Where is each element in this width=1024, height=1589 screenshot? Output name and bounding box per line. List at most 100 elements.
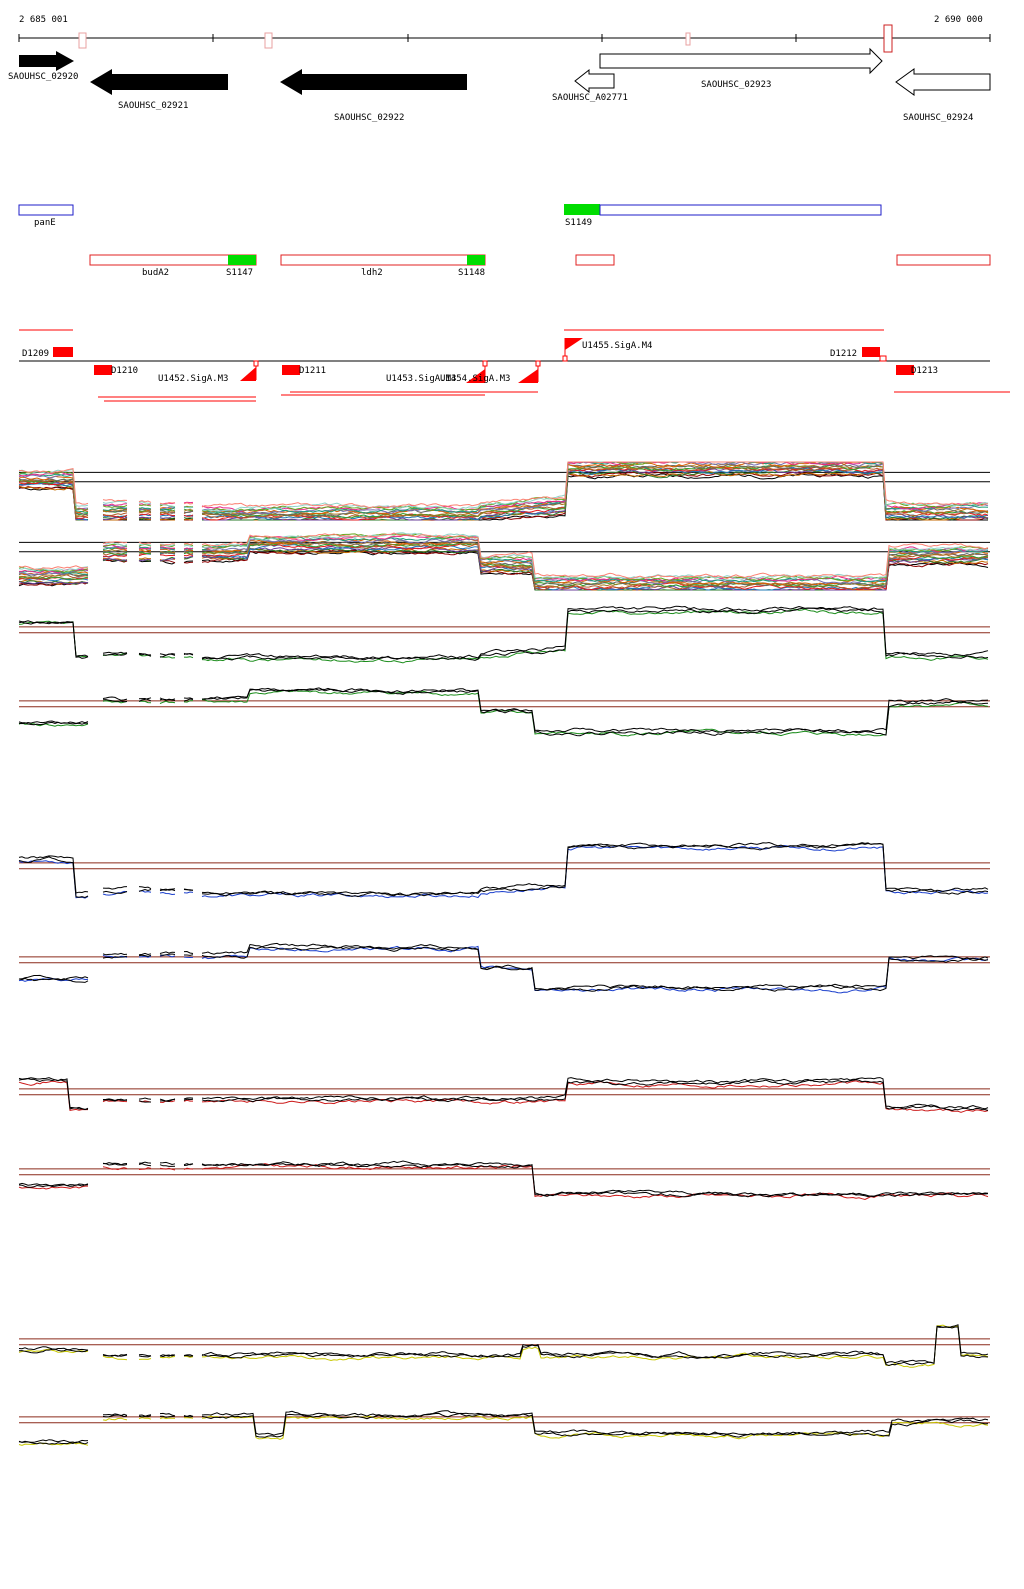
gene-label: SAOUHSC_02923: [701, 80, 771, 90]
gene-SAOUHSC_02922[interactable]: SAOUHSC_02922: [280, 69, 467, 123]
region-panE[interactable]: panE: [18, 204, 74, 228]
terminator-block[interactable]: [53, 347, 73, 357]
expression-series-line: [18, 688, 989, 737]
region-budA2[interactable]: budA2 S1147: [89, 254, 257, 278]
region-marker-green[interactable]: [467, 255, 485, 265]
expression-track-3-forward: [18, 605, 990, 664]
region-unlabeled[interactable]: [575, 254, 615, 266]
expression-track-8-reverse: [18, 1160, 990, 1201]
expression-series-line: [18, 1078, 989, 1112]
expression-series-line: [18, 1160, 989, 1198]
region-unlabeled[interactable]: [896, 254, 991, 266]
gene-arrow-reverse[interactable]: [280, 69, 467, 95]
expression-series-line: [18, 605, 989, 661]
expression-series-line: [18, 1324, 989, 1365]
region-marker-green[interactable]: [564, 204, 600, 215]
ruler-gap-markers: [78, 32, 691, 49]
expression-series-line: [18, 461, 989, 515]
region-label: S1149: [565, 218, 592, 228]
expression-series-line: [18, 461, 989, 509]
region-label: budA2: [142, 268, 169, 278]
feature-label: D1210: [111, 366, 138, 376]
gene-SAOUHSC_A02771[interactable]: SAOUHSC_A02771: [552, 68, 628, 103]
feature-label: D1213: [911, 366, 938, 376]
gene-label: SAOUHSC_02920: [8, 72, 78, 82]
expression-track-4-reverse: [18, 687, 990, 737]
region-label: ldh2: [361, 268, 383, 278]
expression-series-line: [18, 1410, 989, 1444]
feature-label: U1452.SigA.M3: [158, 374, 228, 384]
feature-D1209[interactable]: D1209: [22, 347, 73, 359]
feature-D1213[interactable]: D1213: [896, 365, 938, 376]
promoter-flag[interactable]: [518, 369, 538, 383]
region-marker-green[interactable]: [228, 255, 256, 265]
feature-label: U1454.SigA.M3: [440, 374, 510, 384]
expression-series-line: [18, 549, 989, 591]
region-S1149[interactable]: S1149: [564, 204, 882, 228]
gene-SAOUHSC_02924[interactable]: SAOUHSC_02924: [895, 68, 991, 123]
gene-label: SAOUHSC_02924: [903, 113, 973, 123]
expression-tracks: [18, 461, 990, 1446]
feature-label: D1212: [830, 349, 857, 359]
feature-D1210[interactable]: D1210: [94, 365, 138, 376]
ruler-ticks: [18, 34, 991, 42]
feature-track: D1209 D1210 D1211 D1212 D1213 U1452.SigA…: [19, 329, 1010, 402]
region-box[interactable]: [599, 204, 882, 216]
feature-stub-marks: [253, 355, 887, 367]
terminator-block[interactable]: [896, 365, 914, 375]
gene-arrow-forward-open[interactable]: [599, 47, 883, 75]
feature-D1211[interactable]: D1211: [282, 365, 326, 376]
expression-series-line: [18, 689, 989, 737]
gene-label: SAOUHSC_02921: [118, 101, 188, 111]
expression-series-line: [18, 532, 989, 580]
expression-series-line: [18, 468, 989, 521]
ruler-selection-marker[interactable]: [883, 24, 893, 53]
coordinate-end-label: 2 690 000: [934, 15, 983, 25]
expression-series-line: [18, 1080, 989, 1113]
gene-track: SAOUHSC_02920 SAOUHSC_02921 SAOUHSC_0292…: [8, 47, 991, 123]
region-box[interactable]: [280, 254, 486, 266]
gene-label: SAOUHSC_02922: [334, 113, 404, 123]
gene-SAOUHSC_02923[interactable]: SAOUHSC_02923: [599, 47, 883, 90]
promoter-flag[interactable]: [240, 367, 256, 381]
expression-track-1-forward: [18, 461, 990, 521]
expression-series-line: [18, 545, 988, 591]
gene-label: SAOUHSC_A02771: [552, 93, 628, 103]
reverse-region-track: budA2 S1147 ldh2 S1148: [89, 254, 991, 278]
terminator-block[interactable]: [94, 365, 112, 375]
terminator-block[interactable]: [862, 347, 880, 357]
feature-U1452[interactable]: U1452.SigA.M3: [158, 361, 257, 384]
expression-series-line: [18, 470, 989, 521]
gene-arrow-forward[interactable]: [19, 51, 74, 71]
gene-arrow-reverse[interactable]: [90, 69, 228, 95]
gene-SAOUHSC_02921[interactable]: SAOUHSC_02921: [90, 69, 228, 111]
terminator-block[interactable]: [282, 365, 300, 375]
promoter-flag[interactable]: [565, 338, 583, 350]
region-ldh2[interactable]: ldh2 S1148: [280, 254, 486, 278]
expression-series-line: [18, 942, 989, 991]
expression-series-line: [18, 532, 989, 580]
feature-D1212[interactable]: D1212: [830, 347, 880, 359]
feature-label: D1209: [22, 349, 49, 359]
expression-series-line: [18, 538, 989, 587]
region-box[interactable]: [18, 204, 74, 216]
feature-U1455[interactable]: U1455.SigA.M4: [564, 338, 652, 361]
feature-U1454[interactable]: U1454.SigA.M3: [440, 361, 539, 384]
expression-series-line: [18, 607, 989, 661]
expression-series-line: [18, 461, 989, 515]
gene-arrow-reverse-open[interactable]: [574, 68, 615, 94]
expression-series-line: [18, 1162, 989, 1198]
feature-label: U1453.SigA.M3: [386, 374, 456, 384]
gene-SAOUHSC_02920[interactable]: SAOUHSC_02920: [8, 51, 78, 82]
gene-arrow-reverse-open[interactable]: [895, 68, 991, 96]
promoter-flag[interactable]: [466, 369, 485, 383]
expression-track-7-forward: [18, 1077, 990, 1113]
expression-series-line: [18, 1326, 989, 1367]
expression-track-9-forward: [18, 1324, 990, 1368]
expression-series-line: [18, 844, 989, 899]
expression-series-line: [18, 463, 989, 519]
expression-series-line: [18, 541, 989, 588]
expression-track-10-reverse: [18, 1410, 990, 1446]
expression-track-6-reverse: [18, 942, 990, 994]
